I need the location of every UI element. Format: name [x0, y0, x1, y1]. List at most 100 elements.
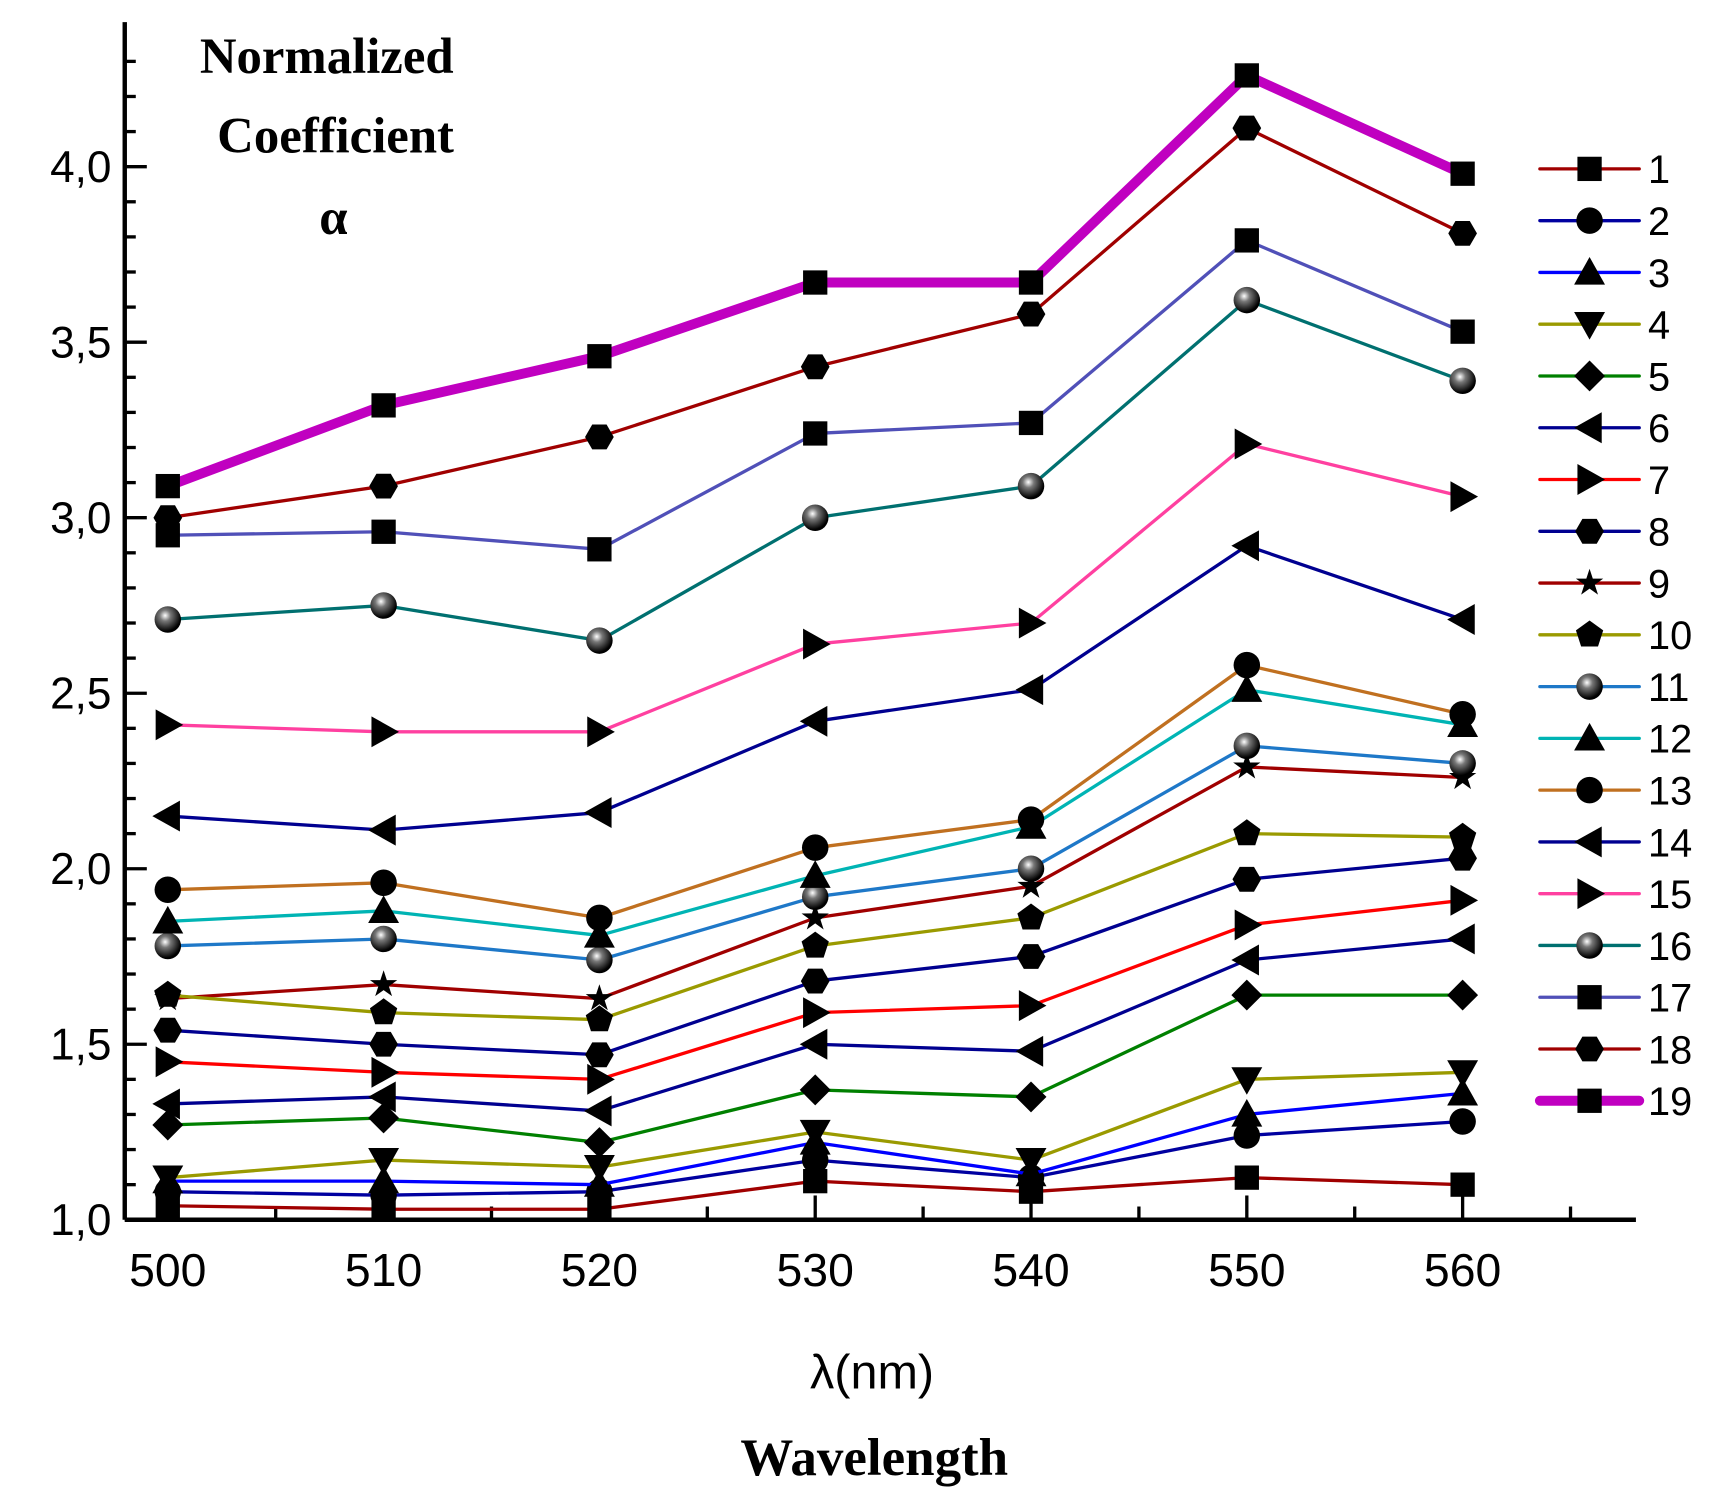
data-point — [368, 1165, 400, 1194]
legend-label: 14 — [1648, 821, 1692, 865]
data-point — [369, 473, 398, 499]
legend-item-7: 7 — [1538, 459, 1670, 503]
data-point — [369, 998, 398, 1025]
series-11 — [154, 732, 1476, 974]
data-point — [154, 876, 182, 904]
data-point — [587, 537, 612, 562]
series-7 — [155, 884, 1479, 1095]
series-16 — [154, 286, 1476, 654]
legend-marker — [1577, 985, 1602, 1010]
legend-item-10: 10 — [1538, 614, 1692, 658]
legend-item-14: 14 — [1538, 821, 1692, 865]
data-point — [369, 970, 398, 997]
series-14 — [152, 530, 1475, 846]
data-point — [799, 860, 831, 888]
legend-item-3: 3 — [1538, 252, 1670, 296]
y-tick-label: 2,0 — [50, 845, 111, 894]
series-17 — [155, 228, 1475, 562]
data-point — [583, 1095, 612, 1127]
legend-item-18: 18 — [1538, 1028, 1692, 1072]
data-point — [1447, 1060, 1479, 1088]
chart-title: Normalized Coefficient α — [200, 28, 454, 245]
legend-label: 8 — [1648, 511, 1670, 555]
data-point — [1233, 732, 1261, 760]
series-5 — [152, 979, 1479, 1158]
legend-item-15: 15 — [1538, 873, 1692, 917]
y-tick-label: 4,0 — [50, 143, 111, 192]
data-point — [154, 980, 182, 1007]
data-point — [803, 997, 831, 1029]
data-point — [370, 869, 397, 897]
legend-marker — [1577, 156, 1602, 182]
y-tick-label: 3,0 — [50, 494, 111, 543]
data-point — [800, 968, 830, 994]
data-point — [1449, 1108, 1476, 1135]
legend-item-8: 8 — [1538, 511, 1670, 555]
legend-label: 12 — [1648, 718, 1692, 762]
data-point — [1447, 979, 1479, 1011]
series-8 — [153, 845, 1477, 1068]
series-10 — [154, 819, 1477, 1032]
legend-item-13: 13 — [1538, 769, 1692, 813]
data-point — [1447, 923, 1475, 955]
data-point — [1232, 866, 1262, 892]
data-point — [152, 1165, 184, 1194]
x-tick-label: 540 — [992, 1244, 1069, 1296]
legend-marker — [1577, 1088, 1602, 1113]
title-line-1: Normalized — [200, 28, 454, 84]
data-point — [1018, 270, 1044, 295]
series-line-18 — [167, 126, 1464, 520]
data-point — [799, 1119, 831, 1148]
data-point — [1450, 1172, 1475, 1197]
legend-label: 7 — [1648, 459, 1670, 503]
data-point — [1231, 674, 1263, 702]
data-point — [1234, 63, 1259, 88]
data-point — [1015, 1081, 1047, 1113]
data-point — [153, 505, 183, 531]
data-point — [799, 1028, 828, 1060]
data-point — [370, 592, 397, 619]
legend-label: 13 — [1648, 769, 1692, 813]
legend-label: 11 — [1648, 666, 1689, 710]
series-4 — [152, 1060, 1479, 1194]
data-point — [1018, 990, 1047, 1022]
legend-marker — [1574, 722, 1606, 751]
data-point — [1231, 1099, 1263, 1127]
x-axis-label: λ(nm) — [810, 1346, 934, 1400]
data-point — [1234, 428, 1263, 460]
data-point — [1015, 674, 1044, 706]
legend-label: 17 — [1648, 977, 1692, 1021]
data-point — [152, 1109, 184, 1141]
data-point — [1017, 855, 1045, 882]
x-axis-label-secondary: Wavelength — [740, 1429, 1008, 1487]
data-point — [803, 270, 828, 295]
data-point — [371, 716, 400, 748]
legend-marker — [1576, 776, 1603, 804]
legend-item-16: 16 — [1538, 925, 1692, 969]
legend-label: 10 — [1648, 614, 1692, 658]
data-point — [1231, 944, 1259, 976]
x-tick-label: 500 — [129, 1244, 206, 1296]
legend-marker — [1576, 207, 1603, 234]
data-point — [155, 473, 180, 499]
data-point — [371, 1056, 400, 1088]
series-line-16 — [167, 298, 1464, 643]
series-line-15 — [167, 442, 1464, 734]
legend-label: 1 — [1648, 148, 1670, 192]
legend-label: 19 — [1648, 1080, 1692, 1124]
data-point — [1018, 410, 1044, 436]
legend-marker — [1574, 826, 1602, 858]
legend-item-4: 4 — [1538, 304, 1670, 348]
legend-item-1: 1 — [1538, 148, 1670, 192]
data-point — [368, 895, 400, 924]
data-point — [1231, 530, 1259, 562]
data-point — [1015, 1035, 1044, 1067]
data-point — [587, 1063, 615, 1095]
data-point — [801, 883, 829, 911]
data-point — [369, 1031, 398, 1057]
data-point — [801, 931, 829, 958]
data-point — [1448, 220, 1477, 246]
series-19 — [155, 63, 1475, 499]
data-point — [154, 606, 182, 633]
